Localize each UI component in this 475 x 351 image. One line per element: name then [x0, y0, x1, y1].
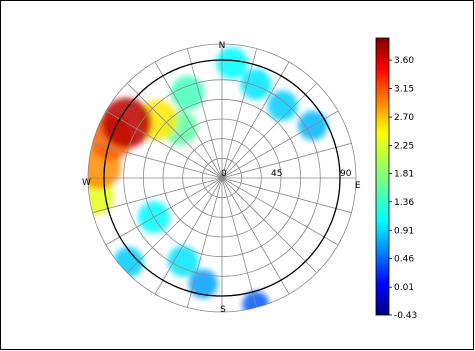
grid-spoke — [186, 48, 223, 179]
radial-tick-90: 90 — [340, 169, 352, 179]
north-label: N — [219, 41, 226, 51]
grid-spoke — [221, 177, 318, 274]
grid-spoke — [221, 177, 290, 295]
density-field — [88, 47, 328, 312]
grid-spoke — [154, 177, 223, 295]
radial-tick-0: 0 — [221, 169, 227, 179]
south-label: S — [220, 305, 226, 315]
colorbar-tick-label: 3.15 — [394, 85, 414, 95]
grid-spoke — [221, 110, 339, 179]
colorbar: 3.60 3.15 2.70 2.25 1.81 1.36 0.91 0.46 0.01 -0.4… — [375, 37, 417, 321]
density-hotspot-5 — [240, 68, 272, 100]
grid-spoke — [92, 142, 223, 179]
horizon-circle — [103, 59, 341, 297]
colorbar-tick-label: 2.25 — [394, 142, 414, 152]
grid-spoke — [126, 177, 223, 274]
colorbar-tick-label: 3.60 — [394, 56, 414, 66]
density-hotspot-1 — [188, 269, 218, 299]
grid-spoke — [105, 110, 223, 179]
grid-spoke — [221, 177, 352, 214]
density-hotspot-9 — [170, 75, 205, 110]
density-hotspot-7 — [216, 47, 249, 80]
grid-spoke — [221, 82, 318, 179]
grid-spoke — [105, 177, 223, 246]
density-blobs — [88, 47, 328, 312]
grid-spoke — [221, 177, 258, 308]
grid-spoke — [186, 177, 223, 308]
west-label: W — [82, 178, 91, 188]
east-label: E — [355, 181, 361, 191]
radial-tick-45: 45 — [271, 169, 282, 179]
grid-spoke — [154, 61, 223, 179]
colorbar-tick-label: -0.43 — [394, 311, 417, 321]
colorbar-tick-label: 0.91 — [394, 226, 414, 236]
grid-spoke — [221, 142, 352, 179]
grid-spoke — [92, 177, 223, 214]
density-hotspot-3 — [267, 90, 298, 121]
colorbar-tick-label: 0.46 — [394, 255, 414, 265]
colorbar-tick-label: 1.36 — [394, 198, 414, 208]
density-hotspot-6 — [167, 245, 199, 277]
grid-spoke — [221, 48, 258, 179]
grid-spoke — [221, 177, 339, 246]
grid-spoke — [126, 82, 223, 179]
colorbar-tick-label: 0.01 — [394, 283, 414, 293]
colorbar-tick-label: 2.70 — [394, 113, 414, 123]
colorbar-gradient — [375, 37, 390, 316]
colorbar-ticks: 3.60 3.15 2.70 2.25 1.81 1.36 0.91 0.46 0.01 -0.4… — [389, 56, 417, 321]
grid-spoke — [221, 61, 290, 179]
colorbar-tick-label: 1.81 — [394, 169, 414, 179]
